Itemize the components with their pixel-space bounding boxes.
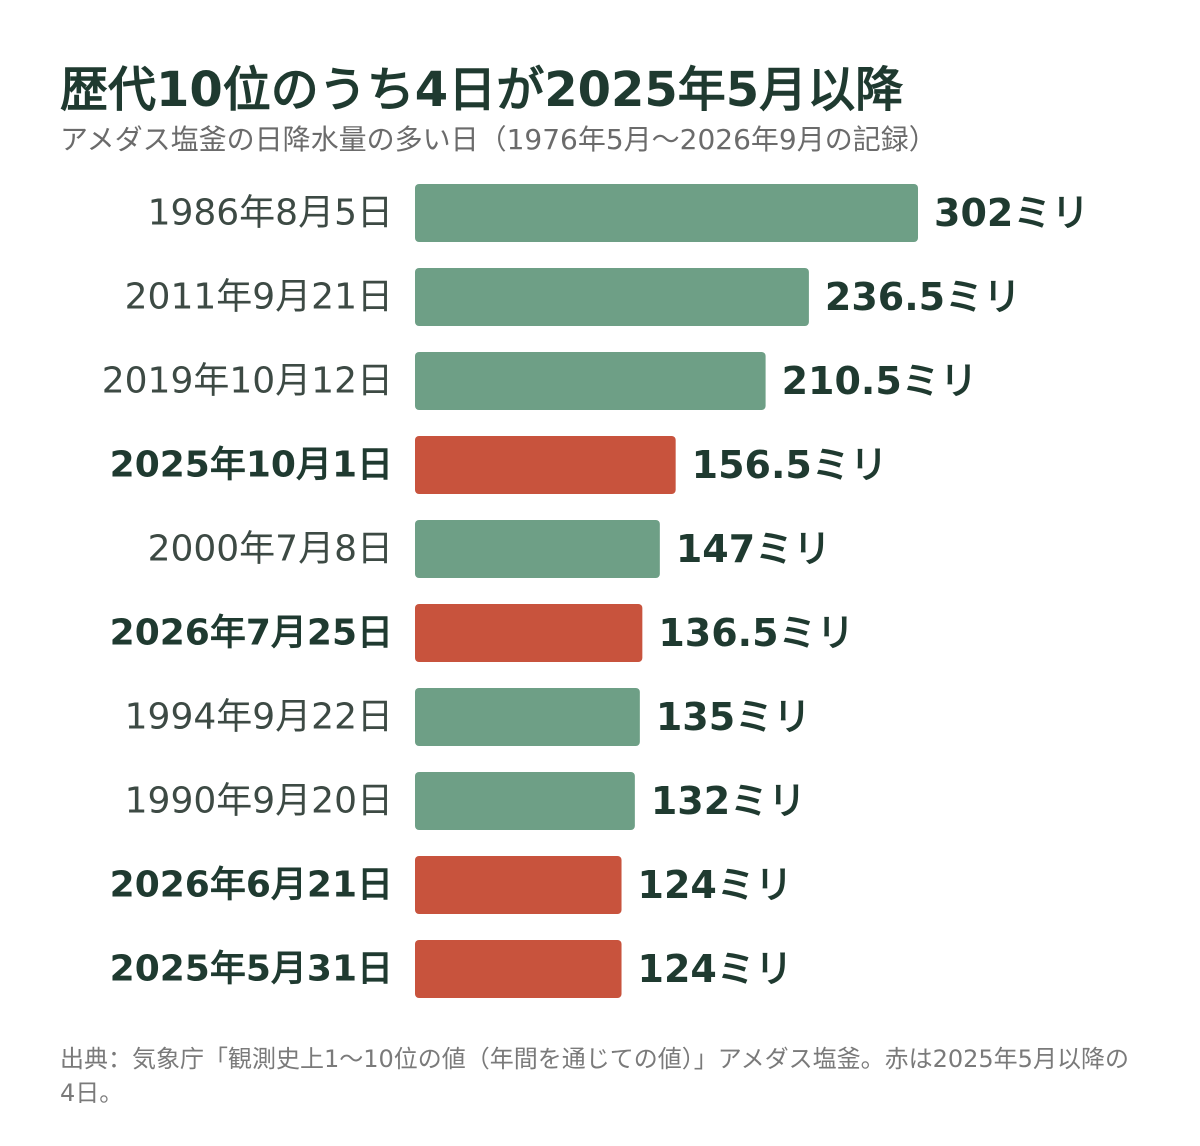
value-label: 147ミリ [676,527,831,571]
category-label: 1990年9月20日 [125,781,393,822]
bar [415,268,809,326]
bar-highlight [415,940,622,998]
bar-highlight [415,436,676,494]
category-label: 2025年5月31日 [110,949,393,990]
bar [415,184,918,242]
bar-highlight [415,604,643,662]
value-label: 302ミリ [934,191,1089,235]
value-label: 124ミリ [638,863,793,907]
category-label: 2000年7月8日 [148,529,393,570]
value-label: 132ミリ [651,779,806,823]
category-label: 1994年9月22日 [125,697,393,738]
value-label: 210.5ミリ [782,359,978,403]
chart-title: 歴代10位のうち4日が2025年5月以降 [60,62,904,118]
value-label: 135ミリ [656,695,811,739]
value-label: 156.5ミリ [692,443,888,487]
category-label: 2026年7月25日 [110,613,393,654]
value-label: 236.5ミリ [825,275,1021,319]
source-note: 出典：気象庁「観測史上1～10位の値（年間を通じての値）」アメダス塩釜。赤は20… [60,1045,1129,1107]
category-label: 1986年8月5日 [148,193,393,234]
category-label: 2026年6月21日 [110,865,393,906]
bar [415,772,635,830]
bar-highlight [415,856,622,914]
bar [415,520,660,578]
bar [415,352,766,410]
value-label: 136.5ミリ [658,611,854,655]
category-label: 2025年10月1日 [110,445,393,486]
value-label: 124ミリ [638,947,793,991]
bar [415,688,640,746]
category-label: 2019年10月12日 [102,361,393,402]
category-label: 2011年9月21日 [125,277,393,318]
chart-subtitle: アメダス塩釜の日降水量の多い日（1976年5月～2026年9月の記録） [60,123,937,156]
